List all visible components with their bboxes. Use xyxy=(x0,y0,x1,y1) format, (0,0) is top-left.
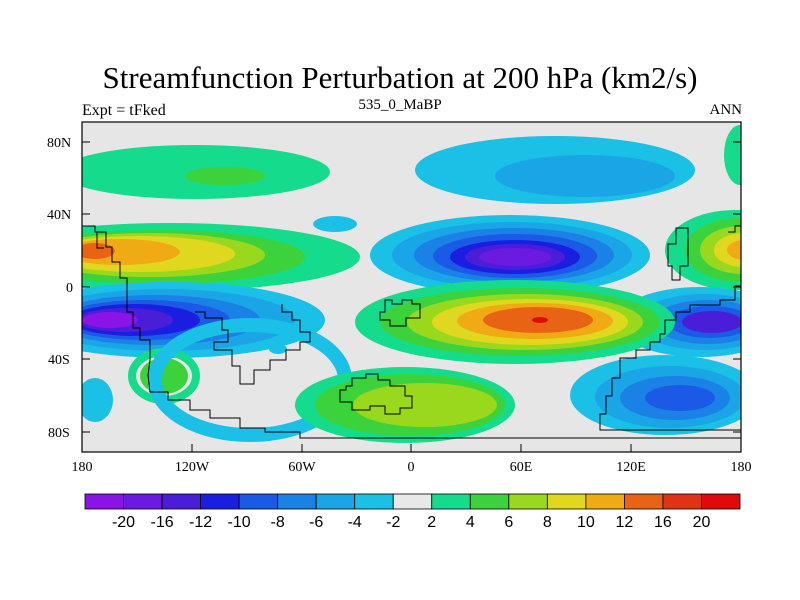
colorbar-swatch xyxy=(200,493,240,510)
y-tick-label: 40S xyxy=(48,353,70,368)
y-ticks xyxy=(82,141,741,433)
streamfunction-field xyxy=(82,122,741,452)
colorbar-swatch xyxy=(84,493,124,510)
figure-subtitle: 535_0_MaBP xyxy=(358,97,442,113)
x-tick-label: 0 xyxy=(408,460,415,475)
x-ticks xyxy=(191,444,632,452)
colorbar-label: 12 xyxy=(616,514,634,531)
colorbar-swatch xyxy=(585,493,625,510)
colorbar-swatch xyxy=(701,493,741,510)
colorbar-swatch xyxy=(392,493,433,510)
colorbar: -20 -16 -12 -10 -8 -6 -4 -2 2 4 6 8 10 12 16 20 xyxy=(84,493,741,531)
colorbar-swatch xyxy=(123,493,163,510)
x-tick-label: 120W xyxy=(175,460,210,475)
colorbar-label: 8 xyxy=(543,514,552,531)
x-tick-label: 120E xyxy=(616,460,646,475)
colorbar-label: -12 xyxy=(189,514,212,531)
y-tick-label: 80S xyxy=(48,426,70,441)
topography-outline xyxy=(82,225,741,439)
colorbar-label: -8 xyxy=(271,514,285,531)
colorbar-label: 16 xyxy=(654,514,672,531)
y-tick-label: 80N xyxy=(47,136,71,151)
colorbar-label: 6 xyxy=(504,514,513,531)
colorbar-label: 20 xyxy=(693,514,711,531)
colorbar-swatch xyxy=(277,493,317,510)
x-tick-label: 60W xyxy=(288,460,316,475)
colorbar-swatch xyxy=(508,493,548,510)
y-tick-label: 40N xyxy=(47,208,71,223)
colorbar-swatch xyxy=(624,493,664,510)
x-tick-label: 180 xyxy=(731,460,752,475)
colorbar-swatch xyxy=(315,493,356,510)
colorbar-swatch xyxy=(238,493,279,510)
figure-title: Streamfunction Perturbation at 200 hPa (… xyxy=(102,60,698,95)
colorbar-swatch xyxy=(431,493,471,510)
x-tick-label: 60E xyxy=(510,460,533,475)
colorbar-label: -6 xyxy=(309,514,323,531)
colorbar-swatch xyxy=(662,493,702,510)
colorbar-label: -2 xyxy=(386,514,400,531)
colorbar-swatch xyxy=(546,493,587,510)
colorbar-label: -4 xyxy=(348,514,362,531)
colorbar-label: 2 xyxy=(427,514,436,531)
x-tick-label: 180 xyxy=(72,460,93,475)
colorbar-label: -20 xyxy=(112,514,135,531)
colorbar-swatch xyxy=(354,493,394,510)
colorbar-swatch xyxy=(161,493,201,510)
colorbar-label: -10 xyxy=(228,514,251,531)
left-string: Expt = tFked xyxy=(82,102,166,119)
colorbar-label: -16 xyxy=(150,514,173,531)
colorbar-swatch xyxy=(469,493,510,510)
colorbar-label: 4 xyxy=(466,514,475,531)
right-string: ANN xyxy=(709,102,743,118)
y-tick-label: 0 xyxy=(66,281,73,296)
colorbar-label: 10 xyxy=(577,514,595,531)
